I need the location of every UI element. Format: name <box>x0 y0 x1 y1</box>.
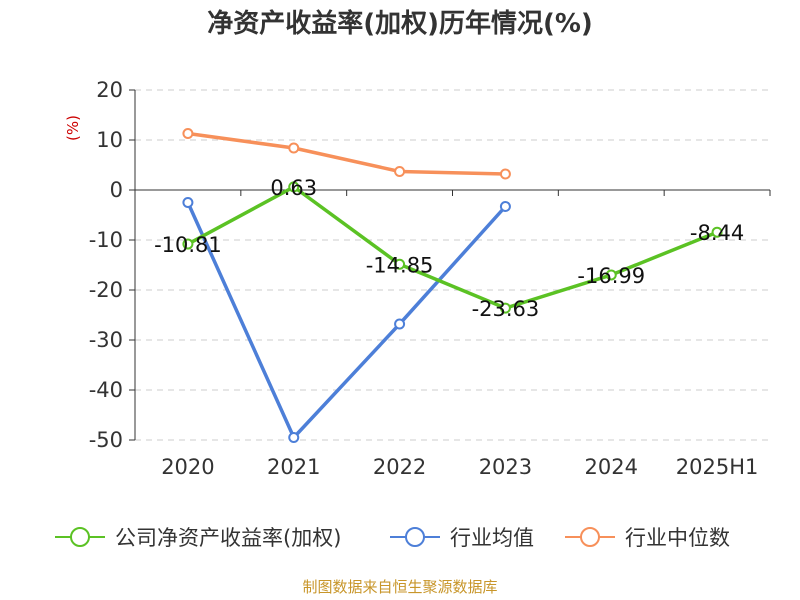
axes: 20 10 0 -10 -20 -30 -40 -50 2020 2021 2022 2023 2024… <box>89 78 771 479</box>
data-point <box>288 181 300 193</box>
x-tick-label: 2022 <box>373 455 426 479</box>
legend-label: 公司净资产收益率(加权) <box>115 526 341 550</box>
y-tick-label: -40 <box>89 378 123 402</box>
legend-marker <box>580 527 600 547</box>
data-label: -23.63 <box>472 297 540 321</box>
data-point <box>499 302 511 314</box>
data-label: -14.85 <box>366 253 434 277</box>
x-tick-label: 2021 <box>267 455 320 479</box>
x-tick-label: 2020 <box>161 455 214 479</box>
data-point <box>605 269 617 281</box>
data-point <box>288 432 300 443</box>
x-tick-label: 2023 <box>479 455 532 479</box>
data-point <box>182 128 194 139</box>
legend-label: 行业中位数 <box>625 526 730 550</box>
data-point <box>182 238 194 250</box>
data-point <box>499 201 511 212</box>
legend-label: 行业均值 <box>450 526 534 550</box>
y-tick-label: -20 <box>89 278 123 302</box>
data-point <box>499 168 511 180</box>
data-point <box>711 226 723 238</box>
y-axis-unit: (%) <box>64 115 82 141</box>
y-tick-label: -30 <box>89 328 123 352</box>
source-note: 制图数据来自恒生聚源数据库 <box>302 578 497 596</box>
y-tick-label: 20 <box>96 78 123 102</box>
data-point <box>182 197 194 208</box>
y-tick-label: 10 <box>96 128 123 152</box>
data-point <box>288 142 300 154</box>
x-tick-label: 2025H1 <box>676 455 759 479</box>
series-lines <box>182 128 723 443</box>
data-point <box>394 318 406 330</box>
series-line <box>187 131 506 176</box>
data-label: 0.63 <box>270 176 317 200</box>
gridlines <box>135 89 770 441</box>
legend-marker <box>70 527 90 547</box>
data-labels: -10.81 0.63 -14.85 -23.63 -16.99 -8.44 <box>154 176 744 321</box>
legend-marker <box>405 527 425 547</box>
series-line <box>187 185 718 310</box>
data-label: -8.44 <box>690 221 744 245</box>
data-point <box>394 166 406 177</box>
series-line <box>186 201 507 440</box>
data-point <box>394 258 406 270</box>
legend: 公司净资产收益率(加权) 行业均值 行业中位数 <box>55 526 730 550</box>
y-tick-label: -10 <box>89 228 123 252</box>
y-tick-label: 0 <box>110 178 123 202</box>
data-label: -10.81 <box>154 233 222 257</box>
chart-title: 净资产收益率(加权)历年情况(%) <box>207 8 593 39</box>
x-tick-label: 2024 <box>585 455 638 479</box>
data-label: -16.99 <box>577 264 645 288</box>
y-tick-label: -50 <box>89 428 123 452</box>
